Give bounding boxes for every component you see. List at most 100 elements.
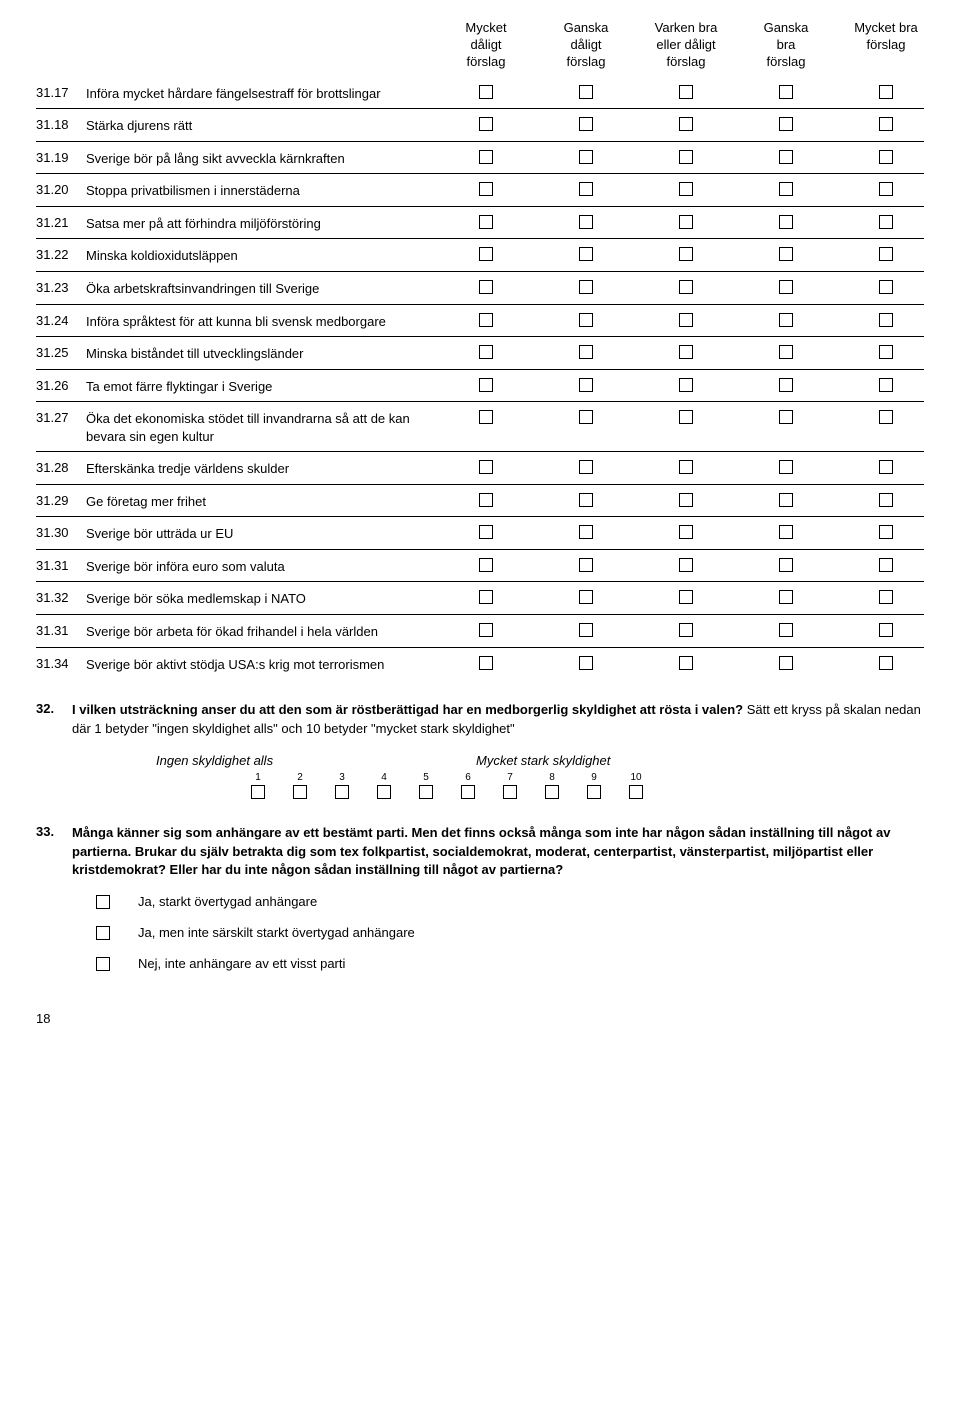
checkbox[interactable] — [779, 182, 793, 196]
checkbox[interactable] — [579, 410, 593, 424]
checkbox[interactable] — [679, 525, 693, 539]
checkbox[interactable] — [879, 378, 893, 392]
checkbox[interactable] — [479, 410, 493, 424]
checkbox[interactable] — [879, 525, 893, 539]
checkbox[interactable] — [679, 150, 693, 164]
checkbox[interactable] — [479, 247, 493, 261]
checkbox[interactable] — [679, 460, 693, 474]
checkbox[interactable] — [579, 378, 593, 392]
checkbox[interactable] — [679, 313, 693, 327]
checkbox[interactable] — [479, 590, 493, 604]
checkbox[interactable] — [479, 182, 493, 196]
checkbox[interactable] — [779, 117, 793, 131]
option-checkbox[interactable] — [96, 926, 110, 940]
checkbox[interactable] — [579, 590, 593, 604]
checkbox[interactable] — [679, 378, 693, 392]
checkbox[interactable] — [879, 590, 893, 604]
checkbox[interactable] — [779, 558, 793, 572]
scale-checkbox[interactable] — [461, 785, 475, 799]
checkbox[interactable] — [779, 313, 793, 327]
checkbox[interactable] — [579, 85, 593, 99]
checkbox[interactable] — [479, 623, 493, 637]
checkbox[interactable] — [479, 460, 493, 474]
checkbox[interactable] — [479, 85, 493, 99]
checkbox[interactable] — [479, 558, 493, 572]
scale-checkbox[interactable] — [293, 785, 307, 799]
checkbox[interactable] — [879, 280, 893, 294]
checkbox[interactable] — [879, 117, 893, 131]
checkbox[interactable] — [579, 117, 593, 131]
checkbox[interactable] — [679, 85, 693, 99]
checkbox[interactable] — [579, 182, 593, 196]
option-checkbox[interactable] — [96, 895, 110, 909]
checkbox[interactable] — [879, 150, 893, 164]
checkbox[interactable] — [679, 182, 693, 196]
checkbox[interactable] — [879, 215, 893, 229]
checkbox[interactable] — [779, 345, 793, 359]
option-checkbox[interactable] — [96, 957, 110, 971]
checkbox[interactable] — [779, 378, 793, 392]
scale-checkbox[interactable] — [587, 785, 601, 799]
checkbox[interactable] — [579, 623, 593, 637]
checkbox[interactable] — [479, 150, 493, 164]
checkbox[interactable] — [479, 656, 493, 670]
scale-checkbox[interactable] — [503, 785, 517, 799]
checkbox[interactable] — [779, 85, 793, 99]
checkbox[interactable] — [679, 558, 693, 572]
checkbox[interactable] — [779, 493, 793, 507]
checkbox[interactable] — [579, 656, 593, 670]
scale-checkbox[interactable] — [419, 785, 433, 799]
checkbox[interactable] — [579, 558, 593, 572]
checkbox[interactable] — [679, 117, 693, 131]
checkbox[interactable] — [679, 247, 693, 261]
checkbox[interactable] — [779, 150, 793, 164]
checkbox[interactable] — [679, 493, 693, 507]
checkbox[interactable] — [779, 247, 793, 261]
checkbox[interactable] — [779, 590, 793, 604]
checkbox[interactable] — [479, 215, 493, 229]
checkbox[interactable] — [879, 410, 893, 424]
checkbox[interactable] — [579, 460, 593, 474]
checkbox[interactable] — [579, 345, 593, 359]
checkbox[interactable] — [779, 623, 793, 637]
checkbox[interactable] — [879, 623, 893, 637]
checkbox[interactable] — [679, 590, 693, 604]
checkbox[interactable] — [479, 313, 493, 327]
scale-checkbox[interactable] — [335, 785, 349, 799]
checkbox[interactable] — [879, 493, 893, 507]
checkbox[interactable] — [579, 150, 593, 164]
checkbox[interactable] — [679, 280, 693, 294]
checkbox[interactable] — [579, 215, 593, 229]
checkbox[interactable] — [479, 345, 493, 359]
checkbox[interactable] — [879, 85, 893, 99]
checkbox[interactable] — [679, 215, 693, 229]
scale-checkbox[interactable] — [629, 785, 643, 799]
checkbox[interactable] — [579, 313, 593, 327]
scale-checkbox[interactable] — [545, 785, 559, 799]
checkbox[interactable] — [579, 280, 593, 294]
checkbox[interactable] — [779, 656, 793, 670]
checkbox[interactable] — [479, 493, 493, 507]
checkbox[interactable] — [679, 410, 693, 424]
checkbox[interactable] — [579, 247, 593, 261]
checkbox[interactable] — [879, 656, 893, 670]
checkbox[interactable] — [879, 247, 893, 261]
checkbox[interactable] — [779, 460, 793, 474]
checkbox[interactable] — [779, 280, 793, 294]
checkbox[interactable] — [479, 525, 493, 539]
checkbox[interactable] — [779, 410, 793, 424]
checkbox[interactable] — [479, 117, 493, 131]
checkbox[interactable] — [879, 313, 893, 327]
checkbox[interactable] — [579, 493, 593, 507]
checkbox[interactable] — [679, 656, 693, 670]
checkbox[interactable] — [479, 280, 493, 294]
checkbox[interactable] — [779, 215, 793, 229]
checkbox[interactable] — [679, 623, 693, 637]
checkbox[interactable] — [879, 558, 893, 572]
checkbox[interactable] — [879, 345, 893, 359]
checkbox[interactable] — [479, 378, 493, 392]
checkbox[interactable] — [679, 345, 693, 359]
checkbox[interactable] — [879, 182, 893, 196]
checkbox[interactable] — [579, 525, 593, 539]
scale-checkbox[interactable] — [377, 785, 391, 799]
